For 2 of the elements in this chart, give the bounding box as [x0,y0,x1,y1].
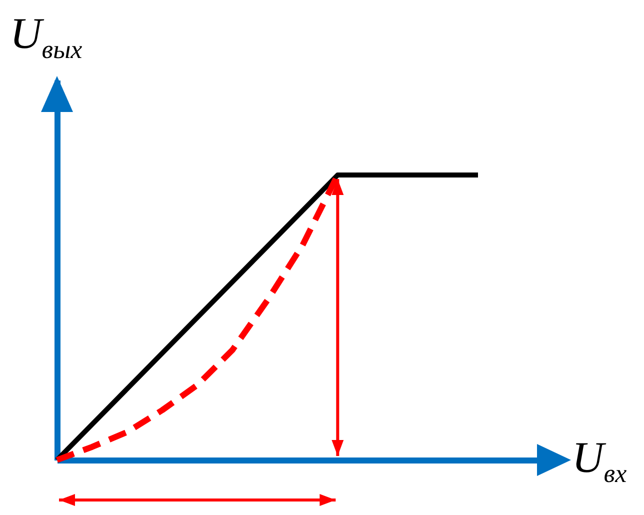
x-axis-title: U$_{вх}$ [572,433,627,488]
y-axis-title: U$_{вых}$ [10,9,82,64]
